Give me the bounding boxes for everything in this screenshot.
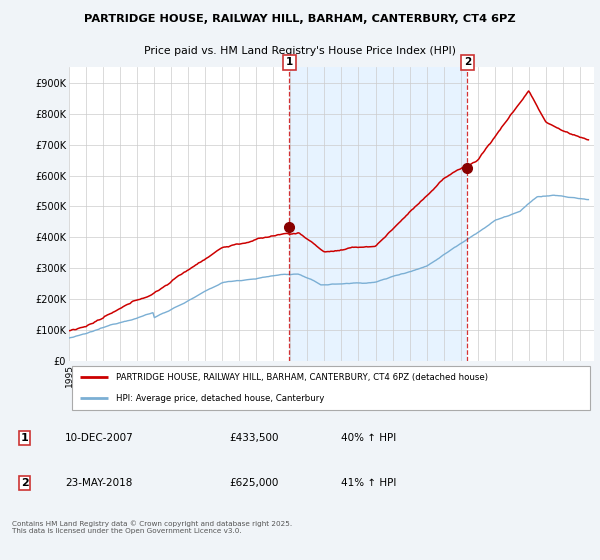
FancyBboxPatch shape (71, 366, 590, 410)
Text: 1: 1 (286, 57, 293, 67)
Text: 2: 2 (21, 478, 28, 488)
Text: 10-DEC-2007: 10-DEC-2007 (65, 433, 134, 443)
Text: £625,000: £625,000 (229, 478, 279, 488)
Text: Price paid vs. HM Land Registry's House Price Index (HPI): Price paid vs. HM Land Registry's House … (144, 46, 456, 57)
Text: 41% ↑ HPI: 41% ↑ HPI (341, 478, 397, 488)
Text: 23-MAY-2018: 23-MAY-2018 (65, 478, 132, 488)
Text: Contains HM Land Registry data © Crown copyright and database right 2025.
This d: Contains HM Land Registry data © Crown c… (12, 520, 292, 534)
Text: 2: 2 (464, 57, 471, 67)
Text: PARTRIDGE HOUSE, RAILWAY HILL, BARHAM, CANTERBURY, CT4 6PZ (detached house): PARTRIDGE HOUSE, RAILWAY HILL, BARHAM, C… (116, 373, 488, 382)
Text: HPI: Average price, detached house, Canterbury: HPI: Average price, detached house, Cant… (116, 394, 325, 403)
Text: £433,500: £433,500 (229, 433, 279, 443)
Bar (289, 67, 467, 361)
Text: 1: 1 (21, 433, 28, 443)
Text: PARTRIDGE HOUSE, RAILWAY HILL, BARHAM, CANTERBURY, CT4 6PZ: PARTRIDGE HOUSE, RAILWAY HILL, BARHAM, C… (84, 14, 516, 24)
Text: 40% ↑ HPI: 40% ↑ HPI (341, 433, 397, 443)
